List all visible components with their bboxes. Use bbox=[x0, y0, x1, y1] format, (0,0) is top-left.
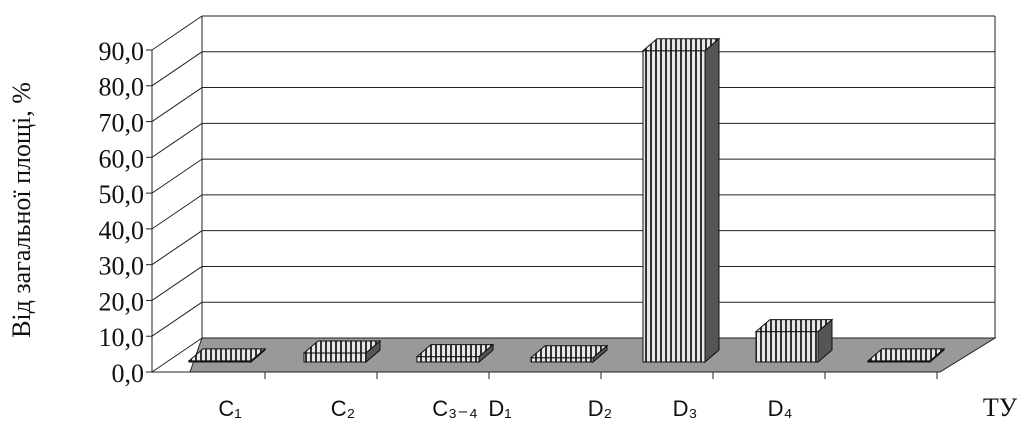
bar-side bbox=[365, 339, 381, 364]
grid-line bbox=[151, 230, 203, 266]
y-tick-label: 70,0 bbox=[99, 109, 145, 138]
bar bbox=[642, 50, 706, 363]
grid-line bbox=[151, 266, 203, 301]
bar-side bbox=[817, 318, 833, 364]
y-tick-label: 20,0 bbox=[99, 287, 145, 316]
grid-line bbox=[151, 158, 203, 194]
grid-line bbox=[151, 51, 203, 87]
x-tick-label: D₃ bbox=[673, 396, 698, 421]
x-tick-label: D₄ bbox=[768, 396, 793, 421]
bar-side bbox=[704, 37, 720, 364]
y-tick-label: 90,0 bbox=[99, 37, 145, 66]
y-tick-label: 50,0 bbox=[99, 180, 145, 209]
bar bbox=[416, 356, 480, 363]
bar bbox=[755, 331, 819, 363]
bar-side bbox=[592, 344, 608, 364]
grid-line bbox=[151, 122, 203, 158]
x-tick-label: D₁ bbox=[488, 396, 511, 421]
x-tick-label: C₃₋₄ bbox=[432, 396, 477, 421]
grid-line bbox=[151, 194, 203, 230]
bar bbox=[303, 352, 367, 363]
y-tick-label: 10,0 bbox=[99, 323, 145, 352]
bar-side bbox=[929, 347, 945, 364]
x-tick-label: D₂ bbox=[588, 396, 612, 421]
bar-side bbox=[478, 343, 494, 364]
x-tick-label: C₂ bbox=[331, 396, 355, 421]
y-tick-label: 80,0 bbox=[99, 73, 145, 102]
grid-line bbox=[151, 301, 203, 337]
grid-line bbox=[151, 87, 203, 122]
x-axis-label: ТУ bbox=[983, 393, 1018, 422]
x-tick-label: C₁ bbox=[218, 396, 241, 421]
y-axis-label: Від загальної площі, % bbox=[7, 82, 36, 338]
y-tick-label: 60,0 bbox=[99, 144, 145, 173]
bar bbox=[530, 357, 594, 363]
grid-line bbox=[151, 15, 203, 51]
bar-side bbox=[250, 347, 266, 364]
y-tick-label: 30,0 bbox=[99, 252, 145, 281]
y-tick-label: 0,0 bbox=[112, 359, 145, 388]
grid-line bbox=[151, 337, 203, 373]
y-tick-label: 40,0 bbox=[99, 216, 145, 245]
